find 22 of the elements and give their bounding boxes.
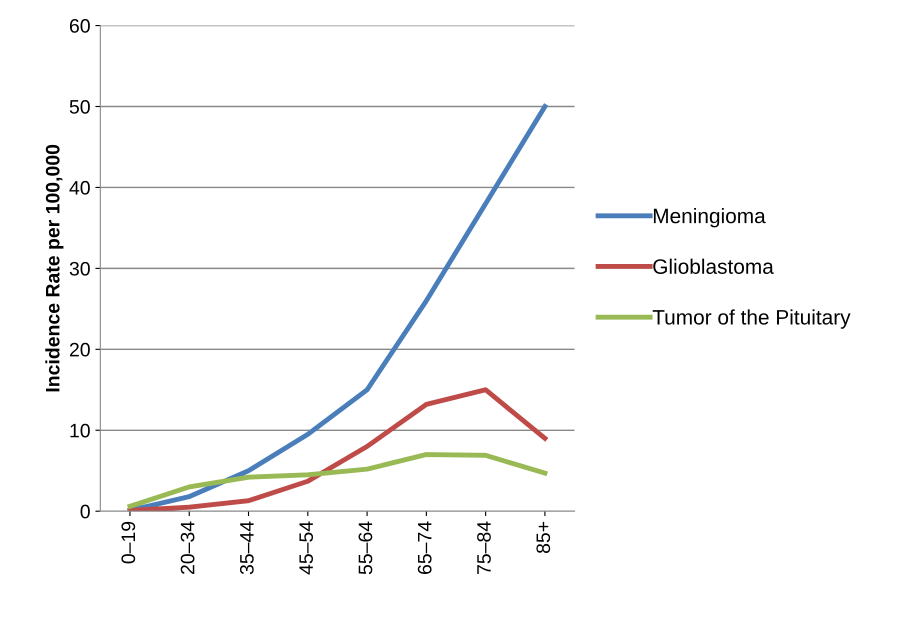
legend-label: Meningioma xyxy=(654,208,766,228)
legend-label: Glioblastoma xyxy=(653,258,774,274)
x-tick-label: 35–44 xyxy=(240,521,254,574)
y-tick-label: 10 xyxy=(70,424,90,438)
x-tick-label: 65–74 xyxy=(418,521,432,574)
x-tick-label: 45–54 xyxy=(299,521,314,575)
x-tick-label: 20–34 xyxy=(180,521,194,574)
y-tick-label: 60 xyxy=(70,19,90,33)
line-series xyxy=(128,452,548,509)
x-tick-label: 75–84 xyxy=(477,521,491,574)
x-tick-label: 85+ xyxy=(536,522,550,554)
y-axis-title: Incidence Rate per 100,000 xyxy=(45,144,64,392)
y-tick-label: 50 xyxy=(70,100,90,114)
y-tick-label: 0 xyxy=(80,504,90,518)
line-series xyxy=(128,387,548,512)
legend-label: Tumor of the Pituitary xyxy=(652,309,851,329)
x-tick-label: 55–64 xyxy=(358,521,372,574)
line-series xyxy=(128,104,548,512)
y-tick-label: 40 xyxy=(69,180,90,195)
x-tick-label: 0–19 xyxy=(121,522,136,564)
y-tick-label: 20 xyxy=(70,342,90,357)
y-tick-label: 30 xyxy=(70,262,90,276)
